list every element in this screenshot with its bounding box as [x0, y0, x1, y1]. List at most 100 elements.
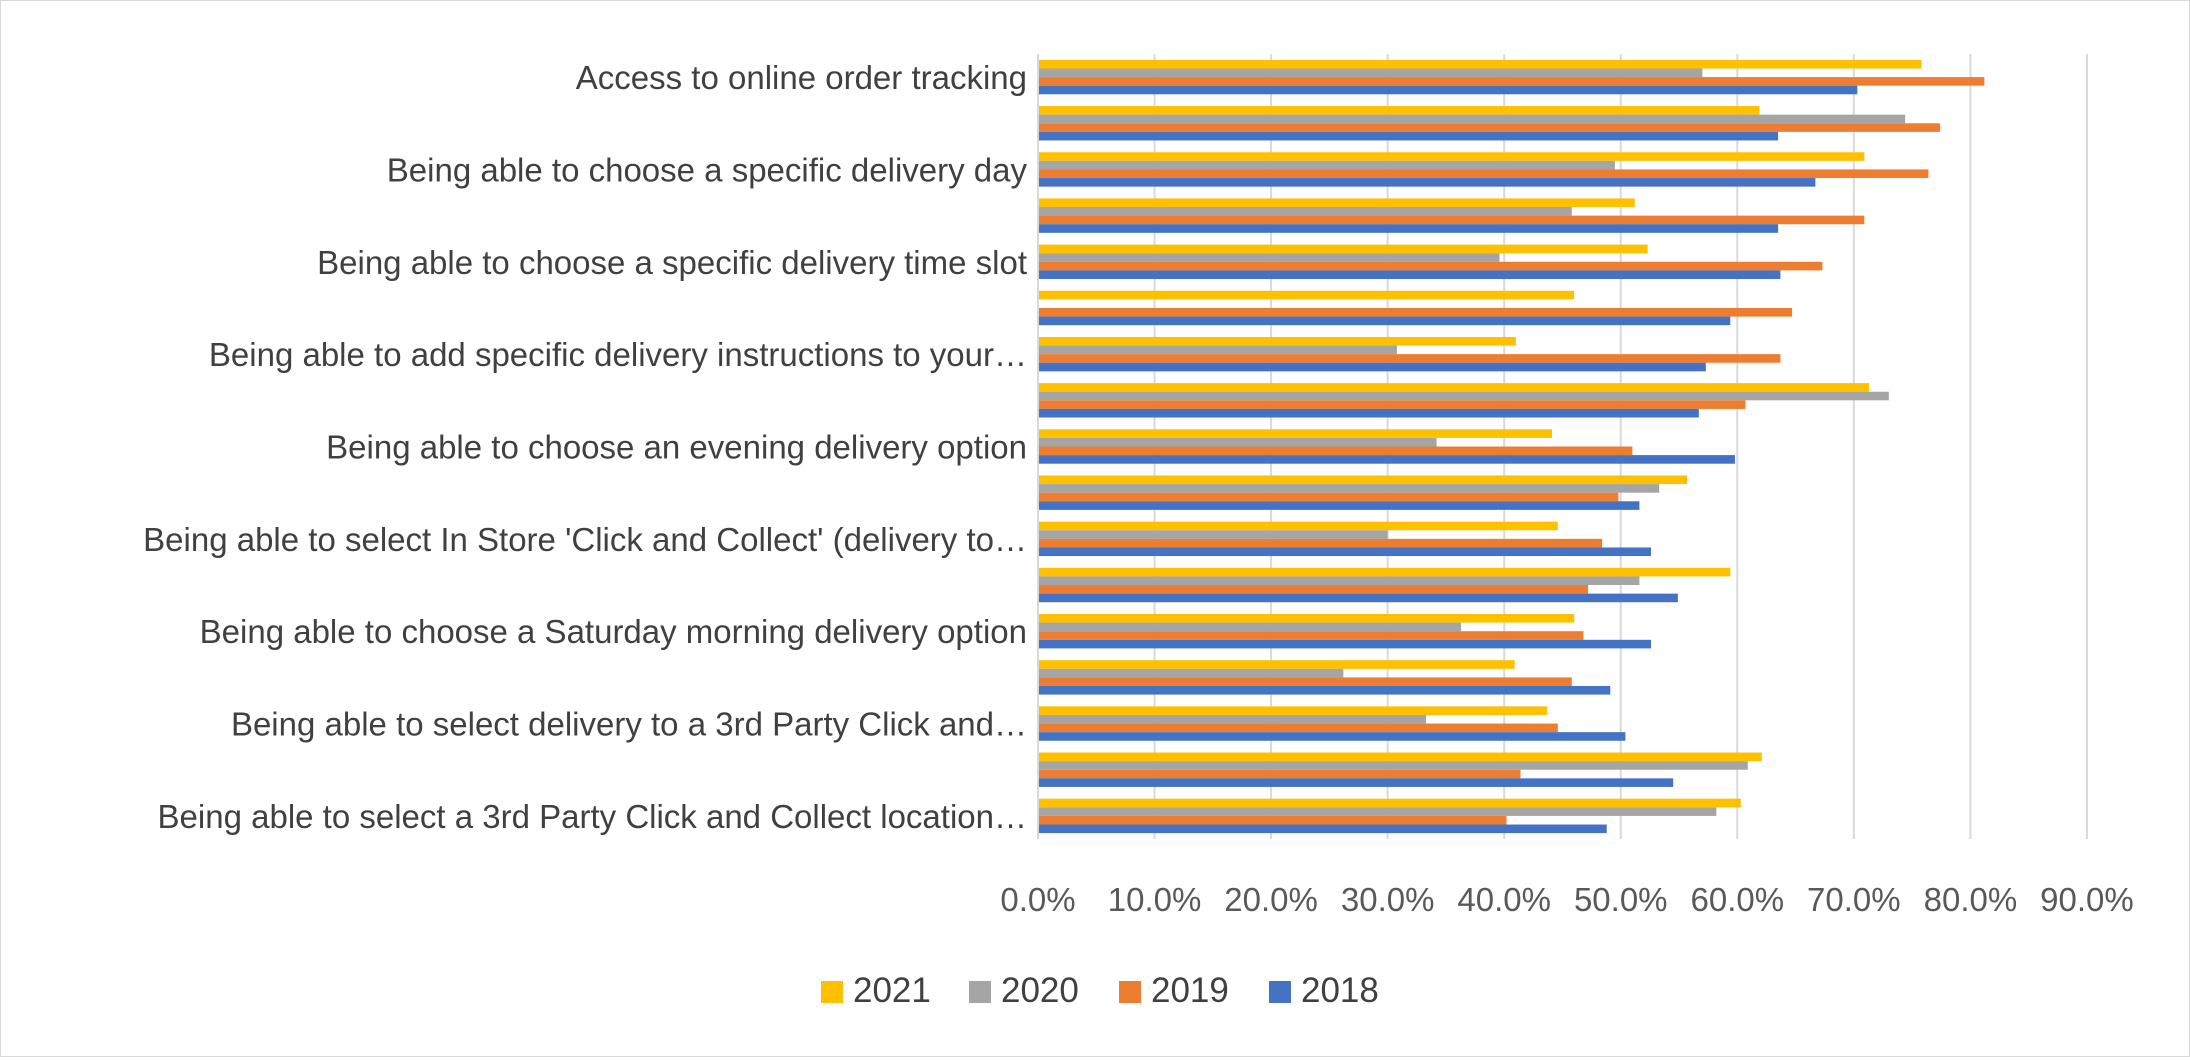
bar-2021 — [1038, 198, 1635, 208]
category-label: Being able to choose a specific delivery… — [387, 151, 1028, 188]
legend: 2021 2020 2019 2018 — [821, 971, 1379, 1010]
bar-2020 — [1038, 530, 1388, 539]
legend-swatch-2018 — [1269, 981, 1291, 1003]
bar-2019 — [1038, 123, 1941, 132]
bar-2019 — [1038, 631, 1584, 640]
bar-2021 — [1038, 106, 1760, 115]
legend-swatch-2020 — [969, 981, 991, 1003]
bar-2020 — [1038, 714, 1427, 724]
bar-2018 — [1038, 685, 1611, 695]
category-label: Being able to select a 3rd Party Click a… — [158, 798, 1027, 835]
category-label: Access to online order tracking — [576, 59, 1027, 96]
bar-2018 — [1038, 85, 1858, 95]
x-tick-label: 10.0% — [1108, 881, 1202, 918]
bar-2018 — [1038, 732, 1626, 741]
bar-2021 — [1038, 290, 1575, 300]
bar-2021 — [1038, 706, 1548, 715]
bar-2019 — [1038, 815, 1507, 825]
bar-2018 — [1038, 501, 1640, 510]
bar-2020 — [1038, 437, 1437, 447]
category-labels: Access to online order tracking Being abl… — [143, 59, 1027, 835]
category-label: Being able to choose an evening delivery… — [326, 429, 1027, 466]
bar-2018 — [1038, 455, 1735, 464]
bar-2019 — [1038, 585, 1589, 594]
bar-2018 — [1038, 824, 1607, 834]
bar-2020 — [1038, 114, 1906, 124]
bar-2019 — [1038, 492, 1619, 502]
bar-2020 — [1038, 391, 1889, 401]
bar-2019 — [1038, 677, 1572, 686]
bar-2021 — [1038, 244, 1648, 254]
bar-2021 — [1038, 660, 1515, 669]
bar-2021 — [1038, 798, 1741, 808]
bar-2021 — [1038, 752, 1762, 762]
bar-2021 — [1038, 475, 1688, 485]
x-tick-label: 0.0% — [1000, 881, 1075, 918]
bar-2021 — [1038, 521, 1558, 531]
bar-2018 — [1038, 316, 1731, 326]
bar-2018 — [1038, 778, 1674, 787]
category-label: Being able to add specific delivery inst… — [209, 336, 1027, 373]
bar-2019 — [1038, 261, 1823, 271]
category-label: Being able to select In Store 'Click and… — [143, 521, 1027, 558]
bar-2020 — [1038, 484, 1660, 493]
bar-2021 — [1038, 567, 1731, 577]
category-label: Being able to choose a specific delivery… — [317, 244, 1027, 281]
bar-2020 — [1038, 160, 1615, 170]
legend-swatch-2019 — [1119, 981, 1141, 1003]
bar-2019 — [1038, 769, 1521, 779]
bar-2018 — [1038, 178, 1816, 187]
bar-2021 — [1038, 336, 1516, 346]
bar-2018 — [1038, 593, 1678, 603]
bar-2021 — [1038, 429, 1552, 438]
x-tick-label: 30.0% — [1341, 881, 1435, 918]
bar-2019 — [1038, 307, 1793, 317]
x-tick-label: 20.0% — [1224, 881, 1318, 918]
bar-2020 — [1038, 68, 1703, 78]
legend-label-2018: 2018 — [1301, 971, 1379, 1010]
bar-2019 — [1038, 538, 1603, 548]
bar-2021 — [1038, 152, 1865, 161]
bar-2020 — [1038, 761, 1748, 770]
bar-2018 — [1038, 639, 1652, 649]
x-tick-label: 60.0% — [1691, 881, 1785, 918]
x-tick-labels: 0.0% 10.0% 20.0% 30.0% 40.0% 50.0% 60.0% 70.0% 8… — [1000, 881, 2133, 918]
bar-2018 — [1038, 270, 1781, 279]
bar-2018 — [1038, 131, 1779, 141]
bar-2020 — [1038, 576, 1640, 586]
bar-2019 — [1038, 723, 1558, 733]
bar-2020 — [1038, 668, 1344, 678]
bar-2019 — [1038, 169, 1929, 179]
bar-2020 — [1038, 207, 1572, 216]
bar-2021 — [1038, 59, 1922, 69]
bars — [1038, 59, 1985, 834]
legend-swatch-2021 — [821, 981, 843, 1003]
bar-2019 — [1038, 354, 1781, 363]
category-label: Being able to choose a Saturday morning … — [200, 613, 1027, 650]
bar-2021 — [1038, 614, 1575, 623]
legend-label-2019: 2019 — [1151, 971, 1229, 1010]
x-tick-label: 90.0% — [2040, 881, 2134, 918]
bar-2018 — [1038, 362, 1706, 372]
bar-2020 — [1038, 253, 1500, 262]
bar-2020 — [1038, 622, 1462, 632]
x-tick-label: 40.0% — [1457, 881, 1551, 918]
bar-2018 — [1038, 547, 1652, 557]
bar-2019 — [1038, 77, 1985, 86]
bar-2019 — [1038, 446, 1633, 456]
legend-label-2021: 2021 — [853, 971, 931, 1010]
bar-2021 — [1038, 383, 1870, 392]
x-tick-label: 50.0% — [1574, 881, 1668, 918]
x-tick-label: 80.0% — [1924, 881, 2018, 918]
bar-2020 — [1038, 807, 1717, 816]
bar-2020 — [1038, 345, 1397, 355]
bar-2018 — [1038, 408, 1699, 418]
legend-label-2020: 2020 — [1001, 971, 1079, 1010]
x-tick-label: 70.0% — [1807, 881, 1901, 918]
bar-2019 — [1038, 400, 1746, 409]
bar-2018 — [1038, 224, 1779, 233]
bar-2019 — [1038, 215, 1865, 225]
category-label: Being able to select delivery to a 3rd P… — [231, 706, 1027, 743]
